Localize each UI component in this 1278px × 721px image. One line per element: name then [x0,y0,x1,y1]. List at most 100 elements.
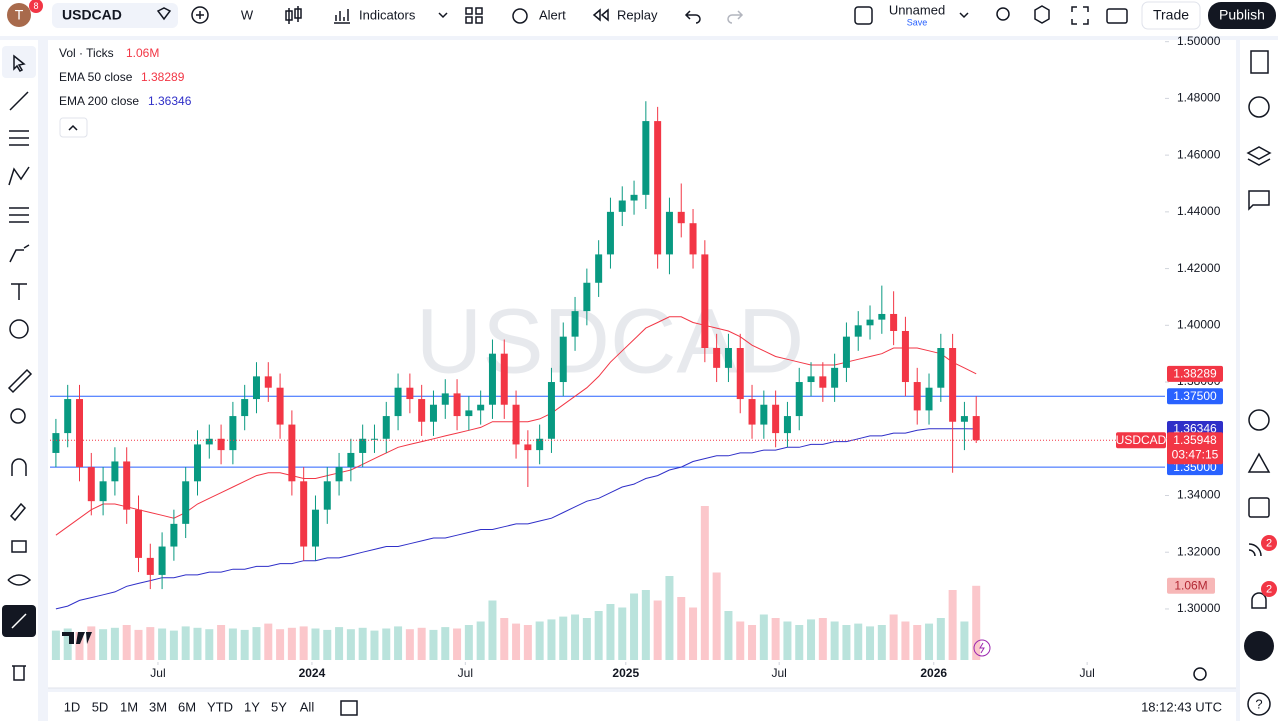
candle-body [500,353,508,405]
candle-body [64,399,72,434]
stay-drawing[interactable] [9,502,27,522]
alert[interactable]: Alert [539,7,566,22]
help-mark: ? [1255,696,1262,711]
chat[interactable] [1248,190,1270,211]
volume-bar [936,618,945,660]
candle-body [630,194,638,201]
settings[interactable] [1034,5,1050,24]
alert-icon [512,8,528,24]
target[interactable] [1248,409,1270,431]
volume-bar [948,590,957,660]
date-range[interactable] [340,700,358,716]
alerts[interactable] [1248,96,1270,118]
volume-bar [146,627,155,660]
candle-body [807,376,815,383]
cursor-tool[interactable] [13,54,26,72]
volume-bar [877,625,886,660]
volume-bar [594,611,603,660]
add-symbol[interactable] [191,6,209,24]
hide-tool[interactable] [7,574,32,586]
volume-bar [842,625,851,660]
candle-body [394,387,402,417]
range-button[interactable]: YTD [207,699,233,714]
range-button[interactable]: 1M [120,699,138,714]
volume-bar [630,593,639,660]
volume-bar [866,626,875,660]
events-marker[interactable] [973,639,991,657]
snapshot[interactable] [1106,8,1128,24]
volume-bar [335,627,344,660]
range-button[interactable]: 5D [92,699,109,714]
magnet-tool[interactable] [11,458,27,476]
zoom-tool[interactable] [10,408,26,424]
indicators[interactable]: Indicators [359,7,416,22]
avatar[interactable] [7,3,31,27]
candle-body [300,481,308,547]
pattern-tool[interactable] [8,166,30,186]
range-button[interactable]: 3M [149,699,167,714]
redo[interactable] [727,10,744,24]
fullscreen[interactable] [1071,6,1089,25]
candle-body [123,461,131,510]
undo[interactable] [684,10,701,24]
notifications[interactable] [1251,592,1267,609]
badge [1261,535,1277,551]
y-tick-label: 1.40000 [1177,317,1221,331]
text-tool[interactable] [11,283,27,300]
fib-tool[interactable] [9,130,29,146]
layout-checkbox[interactable] [854,6,873,25]
feed[interactable] [1248,543,1262,557]
ideas[interactable] [1247,452,1271,473]
emoji-tool[interactable] [9,319,29,339]
calendar[interactable] [1248,497,1270,518]
apps[interactable] [1244,631,1274,661]
y-tick-label: 1.42000 [1177,261,1221,275]
range-button[interactable]: 1Y [244,699,260,714]
range-button[interactable]: 6M [178,699,196,714]
layout-name[interactable]: Unnamed [889,2,945,17]
range-button[interactable]: 1D [64,699,81,714]
range-button[interactable]: All [300,699,315,714]
bottom-bar [48,692,1236,721]
projection-tool[interactable] [9,207,29,223]
tool-active[interactable] [2,46,36,78]
ruler-tool[interactable] [7,368,33,394]
price-tag-label: 1.36346 [1173,422,1217,436]
search[interactable] [996,7,1010,21]
brush-tool[interactable] [9,244,30,263]
range-button[interactable]: 5Y [271,699,287,714]
replay[interactable]: Replay [617,7,658,22]
candle-body [429,404,437,422]
line-tool[interactable] [9,91,29,111]
icon [156,7,172,21]
publish-button[interactable] [1208,2,1276,29]
volume-bar [488,600,497,660]
volume-bar [712,572,721,660]
candle-body [654,121,662,255]
candle-body [146,557,154,575]
help[interactable] [1247,692,1271,716]
volume-bar [405,629,414,660]
volume-bar [193,627,202,660]
y-tick-label: 1.46000 [1177,147,1221,161]
volume-bar [287,627,296,660]
symbol-search[interactable] [52,3,178,28]
interval[interactable]: W [241,7,254,22]
volume-bar [901,621,910,660]
layouts[interactable] [465,7,483,24]
lock-tool[interactable] [11,540,27,553]
chart-type[interactable] [285,6,302,24]
candle-body [972,416,980,441]
volume-bar [464,625,473,660]
save[interactable]: Save [907,17,928,27]
layers[interactable] [1246,146,1272,166]
trade-button[interactable] [1141,1,1201,30]
volume-tag [1167,577,1215,594]
delete-tool[interactable] [12,665,26,681]
price-tag-label: 1.37500 [1173,389,1217,403]
volume-bar [641,590,650,660]
link-tool[interactable] [11,613,27,629]
watchlist[interactable] [1250,50,1269,74]
axis-settings[interactable] [1193,667,1207,681]
x-tick-label: Jul [1079,666,1094,680]
